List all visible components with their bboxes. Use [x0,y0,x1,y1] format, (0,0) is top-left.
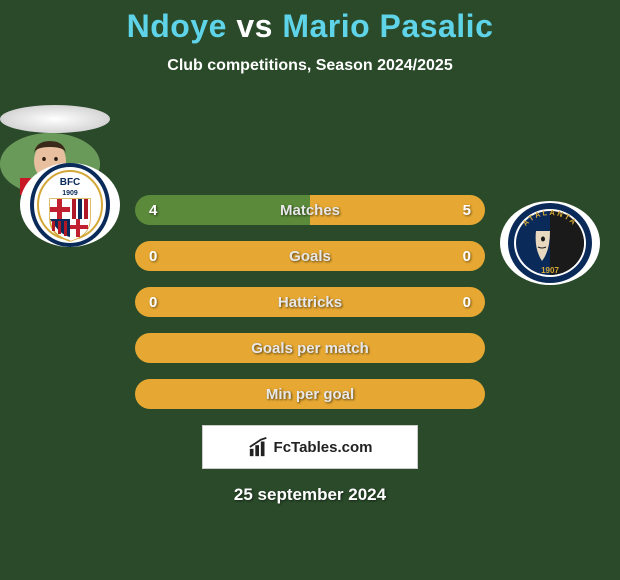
bologna-crest-icon: BFC 1909 [20,163,120,247]
stat-label: Goals [289,248,331,265]
stat-left-value: 0 [149,294,169,311]
stat-row: 0 Goals 0 [135,241,485,271]
stat-right-value: 0 [451,294,471,311]
stats-area: BFC 1909 [0,105,620,409]
stat-label: Goals per match [251,340,369,357]
player2-name: Mario Pasalic [282,8,493,44]
infographic-container: Ndoye vs Mario Pasalic Club competitions… [0,0,620,505]
club-crest-right: ATALANTA 1907 [500,201,600,285]
svg-text:BFC: BFC [60,177,81,188]
chart-icon [248,436,270,458]
subtitle: Club competitions, Season 2024/2025 [0,57,620,75]
date-line: 25 september 2024 [0,485,620,505]
comparison-title: Ndoye vs Mario Pasalic [0,8,620,45]
stat-rows: 4 Matches 5 0 Goals 0 0 Hattricks 0 Goals per mat… [135,195,485,409]
stat-right-value: 5 [451,202,471,219]
stat-row: 4 Matches 5 [135,195,485,225]
stat-label: Hattricks [278,294,342,311]
atalanta-crest-icon: ATALANTA 1907 [500,201,600,285]
brand-text: FcTables.com [274,439,373,456]
stat-label: Matches [280,202,340,219]
club-crest-left: BFC 1909 [20,163,120,247]
stat-left-value: 0 [149,248,169,265]
stat-label: Min per goal [266,386,354,403]
stat-row: Goals per match [135,333,485,363]
stat-row: 0 Hattricks 0 [135,287,485,317]
player1-name: Ndoye [127,8,227,44]
svg-text:1907: 1907 [541,266,559,275]
stat-left-value: 4 [149,202,169,219]
stat-right-value: 0 [451,248,471,265]
title-vs: vs [236,8,273,44]
brand-badge: FcTables.com [202,425,418,469]
stat-row: Min per goal [135,379,485,409]
svg-text:1909: 1909 [62,190,78,197]
player1-photo [0,105,110,133]
